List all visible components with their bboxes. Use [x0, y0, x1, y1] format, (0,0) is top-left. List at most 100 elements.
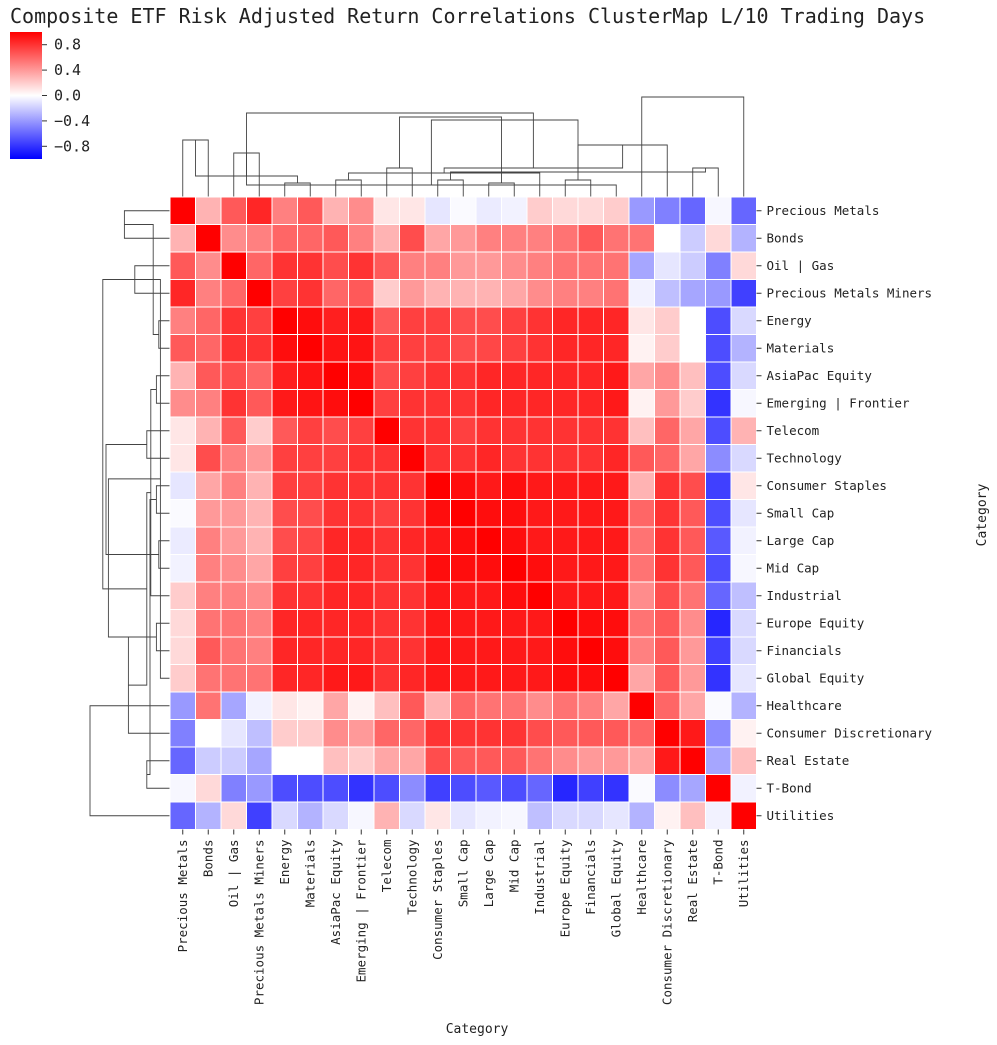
heatmap-cell-large-cap--asiapac-equity	[322, 526, 349, 555]
heatmap-cell-europe-equity--industrial	[526, 609, 553, 638]
heatmap-cell-t-bond--asiapac-equity	[322, 774, 349, 803]
heatmap-cell-t-bond--large-cap	[475, 774, 502, 803]
heatmap-cell-consumer-staples--small-cap	[450, 471, 477, 500]
heatmap-cell-precious-metals--materials	[297, 196, 324, 225]
heatmap-cell-industrial--financials	[577, 581, 604, 610]
colorbar-tick-label: 0.0	[54, 87, 81, 105]
heatmap-cell-global-equity--technology	[399, 664, 426, 693]
heatmap-cell-utilities--t-bond	[705, 801, 732, 830]
heatmap-cell-oil-gas--technology	[399, 251, 426, 280]
heatmap-cell-emerging-frontier--financials	[577, 389, 604, 418]
heatmap-cell-consumer-staples--global-equity	[603, 471, 630, 500]
heatmap-cell-consumer-staples--industrial	[526, 471, 553, 500]
row-tick-label-t-bond: T-Bond	[767, 780, 812, 795]
heatmap-cell-europe-equity--consumer-discretionary	[654, 609, 681, 638]
heatmap-cell-asiapac-equity--emerging-frontier	[348, 361, 375, 390]
heatmap-cell-energy--precious-metals-miners	[246, 306, 273, 335]
heatmap-cell-emerging-frontier--emerging-frontier	[348, 389, 375, 418]
heatmap-cell-precious-metals-miners--large-cap	[475, 279, 502, 308]
heatmap-cell-precious-metals--consumer-staples	[424, 196, 451, 225]
heatmap-cell-energy--energy	[271, 306, 298, 335]
heatmap-cell-small-cap--utilities	[730, 499, 757, 528]
heatmap-cell-energy--real-estate	[679, 306, 706, 335]
heatmap-cell-t-bond--utilities	[730, 774, 757, 803]
heatmap-cell-energy--industrial	[526, 306, 553, 335]
heatmap-cell-t-bond--consumer-staples	[424, 774, 451, 803]
col-tick-label-industrial: Industrial	[532, 840, 547, 915]
col-tick-label-global-equity: Global Equity	[608, 839, 623, 937]
heatmap-cell-materials--global-equity	[603, 334, 630, 363]
heatmap-cell-asiapac-equity--large-cap	[475, 361, 502, 390]
heatmap-cell-healthcare--mid-cap	[501, 691, 528, 720]
heatmap-cell-asiapac-equity--financials	[577, 361, 604, 390]
heatmap-cell-telecom--mid-cap	[501, 416, 528, 445]
heatmap-cell-asiapac-equity--asiapac-equity	[322, 361, 349, 390]
heatmap-cell-emerging-frontier--telecom	[373, 389, 400, 418]
heatmap-cell-telecom--asiapac-equity	[322, 416, 349, 445]
heatmap-cell-bonds--industrial	[526, 224, 553, 253]
column-tick-labels: Precious Metals Bonds Oil | Gas Precious Me…	[175, 829, 751, 1005]
heatmap-cell-small-cap--consumer-discretionary	[654, 499, 681, 528]
heatmap-cell-mid-cap--precious-metals	[169, 554, 196, 583]
heatmap-cell-utilities--telecom	[373, 801, 400, 830]
heatmap-cell-consumer-discretionary--precious-metals-miners	[246, 719, 273, 748]
heatmap-cell-europe-equity--t-bond	[705, 609, 732, 638]
heatmap-cell-precious-metals-miners--small-cap	[450, 279, 477, 308]
heatmap-cell-technology--utilities	[730, 444, 757, 473]
heatmap-cell-precious-metals-miners--real-estate	[679, 279, 706, 308]
heatmap-cell-materials--oil-gas	[220, 334, 247, 363]
heatmap-cell-small-cap--precious-metals-miners	[246, 499, 273, 528]
heatmap-cell-financials--small-cap	[450, 636, 477, 665]
heatmap-cell-financials--real-estate	[679, 636, 706, 665]
row-tick-label-global-equity: Global Equity	[767, 670, 865, 685]
heatmap-cell-real-estate--large-cap	[475, 746, 502, 775]
row-tick-labels: Precious Metals Bonds Oil | Gas Precious Me…	[756, 203, 933, 823]
heatmap-cell-utilities--oil-gas	[220, 801, 247, 830]
heatmap-cell-precious-metals-miners--technology	[399, 279, 426, 308]
heatmap-cell-technology--healthcare	[628, 444, 655, 473]
heatmap-cell-large-cap--energy	[271, 526, 298, 555]
heatmap-cell-oil-gas--healthcare	[628, 251, 655, 280]
heatmap-cell-t-bond--energy	[271, 774, 298, 803]
heatmap-cell-energy--bonds	[195, 306, 222, 335]
heatmap-cell-precious-metals-miners--global-equity	[603, 279, 630, 308]
heatmap-cell-asiapac-equity--mid-cap	[501, 361, 528, 390]
col-tick-label-financials: Financials	[583, 840, 598, 915]
heatmap-cell-materials--large-cap	[475, 334, 502, 363]
heatmap-cell-industrial--consumer-staples	[424, 581, 451, 610]
heatmap-cell-bonds--technology	[399, 224, 426, 253]
heatmap-cell-healthcare--t-bond	[705, 691, 732, 720]
heatmap-cell-large-cap--small-cap	[450, 526, 477, 555]
heatmap-cell-energy--technology	[399, 306, 426, 335]
heatmap-cell-emerging-frontier--precious-metals	[169, 389, 196, 418]
heatmap-cell-telecom--technology	[399, 416, 426, 445]
heatmap-cell-bonds--precious-metals	[169, 224, 196, 253]
heatmap-cell-oil-gas--real-estate	[679, 251, 706, 280]
heatmap-cell-consumer-discretionary--t-bond	[705, 719, 732, 748]
heatmap-cell-small-cap--oil-gas	[220, 499, 247, 528]
heatmap-cell-global-equity--europe-equity	[552, 664, 579, 693]
heatmap-cell-precious-metals--precious-metals	[169, 196, 196, 225]
heatmap-cell-healthcare--materials	[297, 691, 324, 720]
heatmap-cell-asiapac-equity--telecom	[373, 361, 400, 390]
colorbar: 0.8 0.4 0.0 −0.4 −0.8	[10, 32, 90, 159]
heatmap-cell-materials--financials	[577, 334, 604, 363]
colorbar-tick-label: 0.8	[54, 36, 81, 54]
heatmap-cell-oil-gas--europe-equity	[552, 251, 579, 280]
col-tick-label-t-bond: T-Bond	[710, 840, 725, 885]
heatmap-cell-materials--energy	[271, 334, 298, 363]
heatmap-cell-large-cap--real-estate	[679, 526, 706, 555]
heatmap-cell-precious-metals--mid-cap	[501, 196, 528, 225]
heatmap-cell-utilities--asiapac-equity	[322, 801, 349, 830]
row-tick-label-telecom: Telecom	[767, 423, 820, 438]
heatmap-cell-oil-gas--small-cap	[450, 251, 477, 280]
heatmap-cell-precious-metals-miners--mid-cap	[501, 279, 528, 308]
heatmap-cell-t-bond--financials	[577, 774, 604, 803]
heatmap-cell-global-equity--precious-metals-miners	[246, 664, 273, 693]
heatmap-cell-real-estate--consumer-discretionary	[654, 746, 681, 775]
heatmap-cell-industrial--oil-gas	[220, 581, 247, 610]
heatmap-cell-mid-cap--emerging-frontier	[348, 554, 375, 583]
heatmap-cell-large-cap--healthcare	[628, 526, 655, 555]
colorbar-tick-label: −0.8	[54, 137, 90, 155]
heatmap-cell-consumer-staples--utilities	[730, 471, 757, 500]
